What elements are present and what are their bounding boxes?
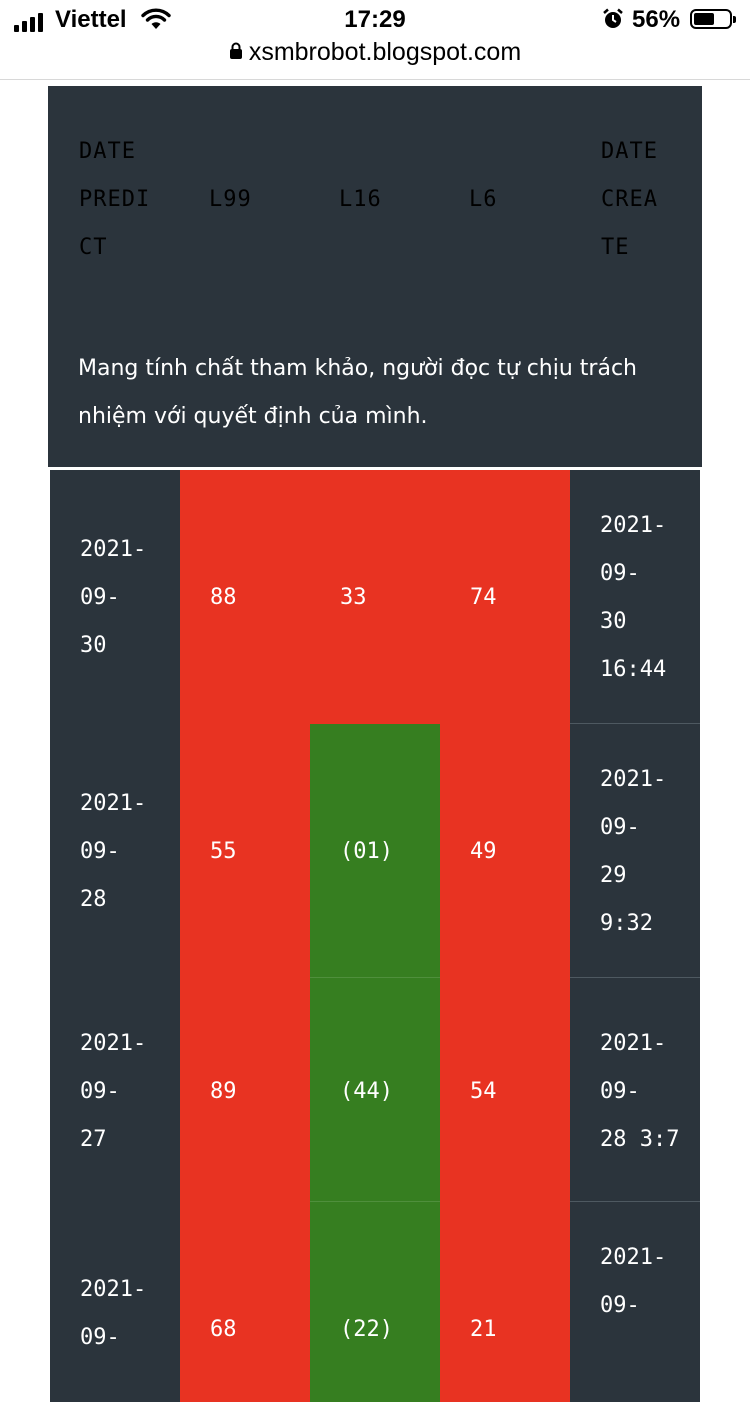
- header-l16: L16: [339, 187, 382, 212]
- battery-icon: [690, 9, 736, 29]
- date-create-cell: 2021- 09- 29 9:32: [570, 724, 700, 978]
- date-create-cell: 2021- 09- 28 3:7: [570, 978, 700, 1202]
- l99-cell: 55: [180, 724, 310, 978]
- l6-cell: 54: [440, 978, 570, 1202]
- address-bar[interactable]: xsmbrobot.blogspot.com: [0, 38, 750, 80]
- prediction-table: 2021- 09- 30 88 33 74 2021- 09- 30 16:44…: [50, 470, 700, 1402]
- cellular-signal-icon: [14, 13, 43, 32]
- date-predict-cell: 2021- 09- 27: [50, 978, 180, 1202]
- header-date-predict: DATE PREDI CT: [79, 139, 151, 260]
- date-predict-cell: 2021- 09- 30: [50, 470, 180, 724]
- table-row: 2021- 09- 68 (22) 21 2021- 09-: [50, 1202, 700, 1402]
- clock: 17:29: [344, 6, 406, 33]
- l16-cell: 33: [310, 470, 440, 724]
- status-bar: Viettel 17:29 56%: [0, 0, 750, 40]
- l99-cell: 89: [180, 978, 310, 1202]
- disclaimer-text: Mang tính chất tham khảo, người đọc tự c…: [78, 356, 637, 429]
- l6-cell: 49: [440, 724, 570, 978]
- table-row: 2021- 09- 28 55 (01) 49 2021- 09- 29 9:3…: [50, 724, 700, 978]
- header-l6: L6: [469, 187, 498, 212]
- l99-cell: 88: [180, 470, 310, 724]
- alarm-icon: [603, 8, 623, 28]
- l99-cell: 68: [180, 1202, 310, 1402]
- l16-cell: (01): [310, 724, 440, 978]
- date-predict-cell: 2021- 09- 28: [50, 724, 180, 978]
- date-create-cell: 2021- 09-: [570, 1202, 700, 1402]
- wifi-icon: [141, 8, 171, 29]
- url-text: xsmbrobot.blogspot.com: [248, 38, 522, 66]
- table-row: 2021- 09- 30 88 33 74 2021- 09- 30 16:44: [50, 470, 700, 724]
- l16-cell: (44): [310, 978, 440, 1202]
- carrier-name: Viettel: [55, 6, 127, 33]
- l16-cell: (22): [310, 1202, 440, 1402]
- l6-cell: 21: [440, 1202, 570, 1402]
- date-create-cell: 2021- 09- 30 16:44: [570, 470, 700, 724]
- l6-cell: 74: [440, 470, 570, 724]
- table-header: [48, 86, 702, 467]
- table-row: 2021- 09- 27 89 (44) 54 2021- 09- 28 3:7: [50, 978, 700, 1202]
- battery-percentage: 56%: [632, 6, 681, 33]
- header-date-create: DATE CREA TE: [601, 139, 658, 260]
- date-predict-cell: 2021- 09-: [50, 1202, 180, 1402]
- lock-icon: [229, 42, 242, 60]
- divider: [0, 79, 750, 80]
- header-l99: L99: [209, 187, 252, 212]
